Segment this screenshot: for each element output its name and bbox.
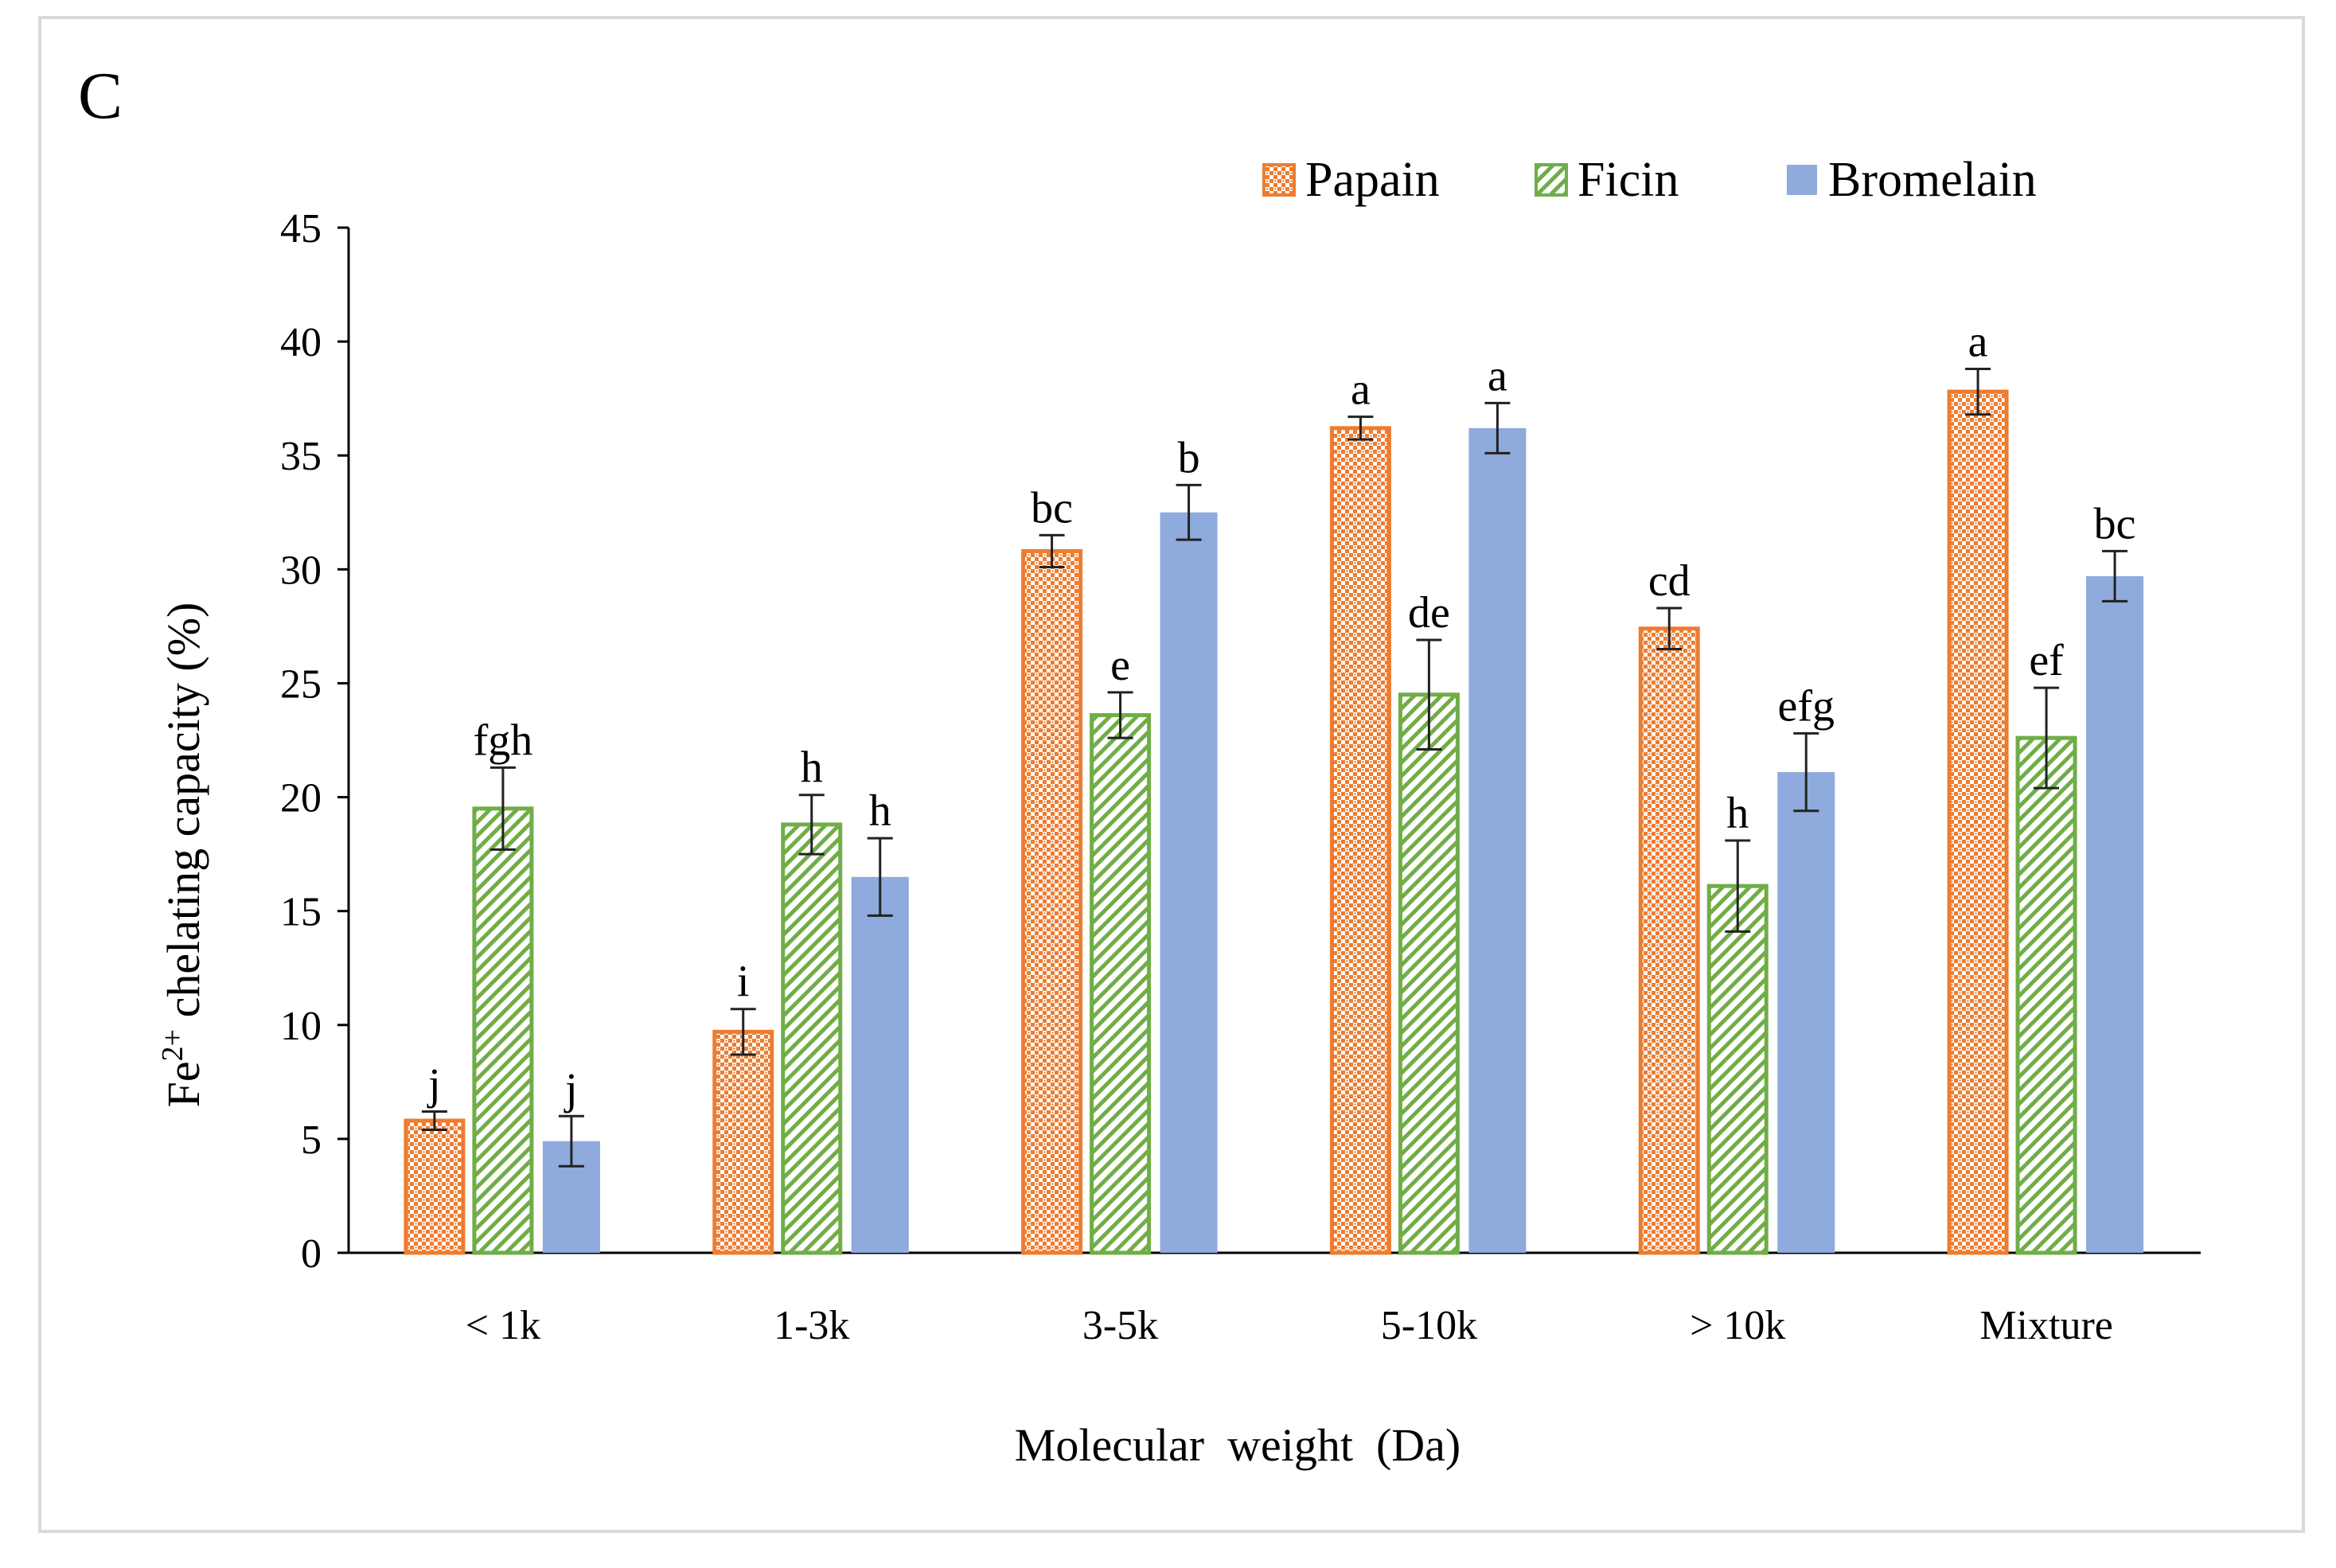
bar-ficin-1k [472, 806, 534, 1255]
x-axis-title: Molecular weight (Da) [1015, 1419, 1460, 1471]
significance-label: b [1178, 433, 1200, 482]
y-tick-label: 15 [280, 890, 322, 935]
bar-bromelain-5-10k [1468, 427, 1527, 1254]
y-tick-label: 10 [280, 1004, 322, 1049]
y-axis-title-rest: chelating capacity (%) [158, 603, 209, 1029]
significance-label: a [1351, 365, 1371, 415]
legend-label-papain: Papain [1305, 153, 1440, 207]
significance-label: j [564, 1064, 578, 1114]
significance-label: j [427, 1060, 441, 1110]
y-tick-label: 0 [301, 1231, 322, 1277]
y-axis-title-main: Fe [158, 1061, 209, 1107]
significance-label: a [1488, 351, 1507, 400]
legend-swatch-papain [1262, 163, 1296, 197]
bar-bromelain-mixture [2086, 575, 2144, 1253]
bar-bromelain-1-3k [851, 876, 909, 1253]
x-tick-label: Mixture [1979, 1303, 2113, 1348]
legend-label-bromelain: Bromelain [1828, 153, 2037, 207]
x-tick-label: 3-5k [1082, 1303, 1158, 1348]
y-tick-label: 45 [280, 206, 322, 252]
bar-papain-3-5k [1021, 548, 1083, 1255]
legend-swatch-ficin [1535, 163, 1568, 197]
significance-label: h [1726, 789, 1749, 838]
bar-bromelain-3-5k [1160, 512, 1218, 1253]
significance-label: h [801, 743, 823, 793]
bar-ficin-3-5k [1090, 713, 1152, 1255]
significance-label: i [737, 958, 750, 1007]
significance-label: de [1408, 588, 1450, 638]
bar-papain-5-10k [1329, 426, 1391, 1255]
bars: j i bc a cd a fgh h e de h ef j h b a efg bc [404, 317, 2144, 1255]
bar-papain-mixture [1947, 389, 2009, 1255]
y-tick-label: 5 [301, 1117, 322, 1163]
bar-ficin-1-3k [781, 822, 843, 1255]
x-tick-label: 5-10k [1381, 1303, 1477, 1348]
bar-ficin-5-10k [1398, 692, 1460, 1255]
significance-label: bc [2094, 499, 2136, 548]
significance-label: fgh [474, 716, 533, 765]
significance-label: cd [1648, 556, 1691, 606]
bar-bromelain-10k [1777, 772, 1835, 1253]
significance-label: e [1110, 641, 1130, 690]
y-axis: 0 5 10 15 20 25 30 35 40 45 [280, 206, 350, 1277]
legend-label-ficin: Ficin [1577, 153, 1679, 207]
bar-papain-10k [1638, 626, 1700, 1255]
y-axis-title: Fe2+ chelating capacity (%) [156, 603, 209, 1108]
y-tick-label: 30 [280, 548, 322, 593]
x-tick-label: > 10k [1690, 1303, 1785, 1348]
significance-label: h [869, 786, 891, 836]
panel-label: C [78, 59, 123, 133]
bar-ficin-mixture [2015, 735, 2077, 1255]
legend: Papain Ficin Bromelain [1262, 153, 2037, 207]
bar-papain-1-3k [712, 1029, 774, 1255]
significance-label: ef [2029, 636, 2064, 685]
significance-label: efg [1777, 681, 1835, 731]
y-tick-label: 20 [280, 776, 322, 821]
bar-papain-1k [404, 1118, 466, 1255]
significance-label: a [1968, 317, 1988, 366]
x-tick-label: < 1k [466, 1303, 540, 1348]
y-axis-title-sup: 2+ [156, 1029, 189, 1061]
bar-ficin-10k [1706, 883, 1769, 1255]
legend-swatch-bromelain [1787, 165, 1817, 195]
x-tick-label: 1-3k [774, 1303, 849, 1348]
y-tick-label: 35 [280, 434, 322, 479]
significance-label: bc [1031, 483, 1073, 532]
chart-frame [38, 16, 2305, 1533]
y-tick-label: 25 [280, 661, 322, 707]
x-axis: < 1k 1-3k 3-5k 5-10k > 10k Mixture [349, 1251, 2201, 1348]
y-tick-label: 40 [280, 320, 322, 365]
